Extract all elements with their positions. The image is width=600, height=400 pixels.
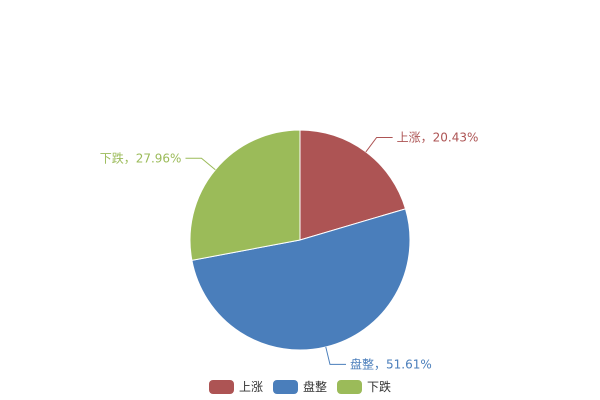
- slice-label: 盘整，51.61%: [350, 356, 432, 371]
- slice-label: 下跌，27.96%: [100, 150, 182, 165]
- pie-slice[interactable]: [191, 208, 411, 351]
- legend-item-up[interactable]: 上涨: [208, 378, 263, 395]
- legend-label-flat: 盘整: [302, 380, 327, 394]
- legend-label-up: 上涨: [238, 380, 263, 394]
- label-leader-line: [325, 346, 346, 365]
- legend-swatch-flat: [272, 379, 298, 394]
- legend-item-down[interactable]: 下跌: [337, 378, 391, 395]
- legend-item-flat[interactable]: 盘整: [272, 378, 327, 395]
- slice-label: 上涨，20.43%: [397, 129, 479, 144]
- legend-label-down: 下跌: [367, 380, 392, 394]
- legend: 上涨 盘整 下跌: [0, 378, 600, 395]
- label-leader-line: [185, 157, 216, 171]
- pie-slice[interactable]: [189, 129, 301, 261]
- label-leader-line: [365, 136, 393, 153]
- legend-swatch-down: [337, 379, 362, 394]
- legend-swatch-up: [208, 379, 234, 394]
- pie-slice[interactable]: [299, 129, 407, 241]
